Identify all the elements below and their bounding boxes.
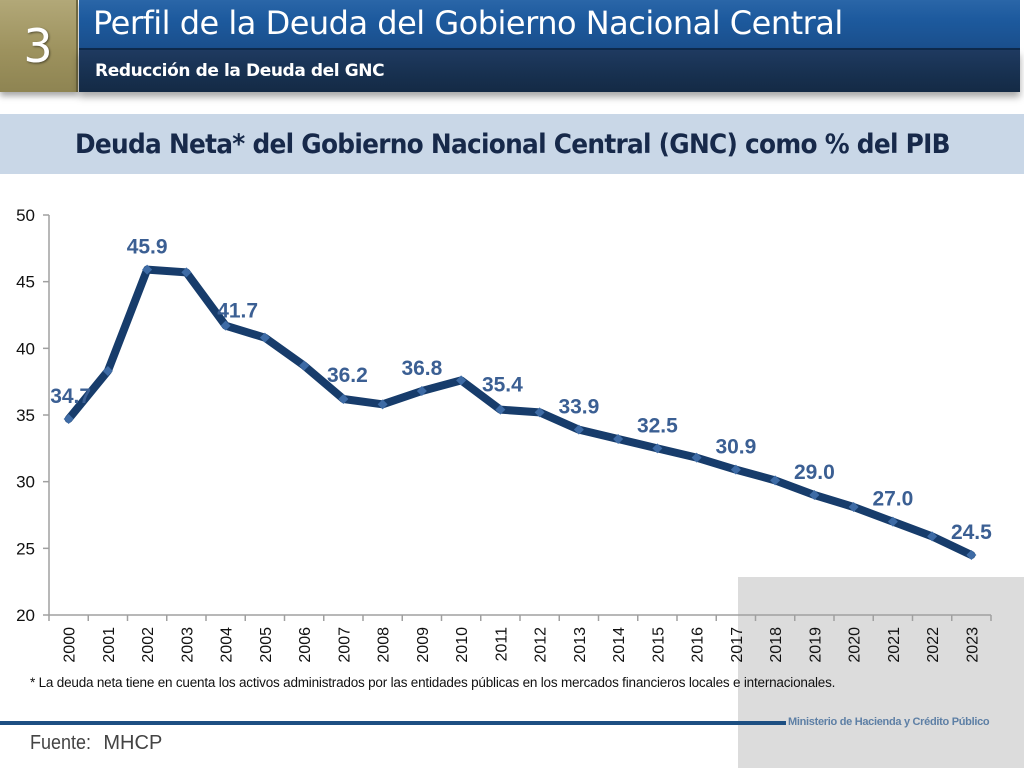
y-tick-label: 30 — [16, 473, 35, 492]
x-tick-label: 2000 — [62, 627, 79, 663]
data-label: 36.2 — [327, 364, 368, 387]
x-tick-label: 2021 — [886, 627, 903, 663]
data-labels: 34.7 45.9 41.7 36.2 36.8 35.4 33.9 32.5 30.9 29.0… — [50, 236, 992, 544]
data-point-marker — [848, 502, 859, 512]
x-tick-label: 2020 — [847, 627, 864, 663]
data-label: 30.9 — [715, 436, 756, 459]
x-tick-label: 2018 — [768, 627, 785, 663]
data-label: 29.0 — [794, 461, 835, 484]
data-label: 24.5 — [951, 521, 992, 544]
data-point-marker — [63, 414, 74, 424]
section-number-badge: 3 — [0, 0, 78, 92]
data-label: 36.8 — [401, 357, 442, 380]
x-tick-label: 2023 — [964, 627, 981, 663]
source-label: Fuente: — [30, 732, 92, 754]
data-point-marker — [456, 375, 467, 386]
data-label: 33.9 — [558, 396, 599, 419]
gray-overlay-panel — [738, 577, 1024, 768]
x-tick-label: 2009 — [415, 627, 432, 663]
x-tick-label: 2006 — [297, 627, 314, 663]
x-tick-label: 2022 — [925, 627, 942, 663]
data-point-marker — [102, 366, 113, 376]
x-axis-ticks: 2000 2001 2002 2003 2004 2005 2006 2007 2008 2009… — [48, 615, 992, 663]
data-point-marker — [573, 424, 584, 435]
data-point-marker — [887, 516, 898, 527]
x-tick-label: 2019 — [807, 627, 824, 663]
x-tick-label: 2010 — [454, 627, 471, 663]
data-point-marker — [181, 267, 192, 278]
x-tick-label: 2002 — [140, 627, 157, 663]
section-number: 3 — [23, 19, 53, 73]
page-title: Perfil de la Deuda del Gobierno Nacional… — [93, 4, 843, 42]
y-tick-label: 25 — [16, 539, 35, 558]
x-tick-label: 2013 — [572, 627, 589, 663]
x-tick-label: 2008 — [376, 627, 393, 663]
x-tick-label: 2004 — [219, 627, 236, 663]
data-label: 45.9 — [127, 236, 168, 259]
source-line: Fuente: MHCP — [30, 732, 162, 755]
data-point-marker — [613, 434, 624, 444]
y-tick-label: 20 — [16, 606, 35, 625]
data-label: 41.7 — [217, 300, 258, 323]
data-point-marker — [770, 475, 781, 486]
data-point-marker — [927, 531, 938, 542]
source-value: MHCP — [103, 732, 163, 754]
x-tick-label: 2014 — [611, 627, 628, 663]
x-tick-label: 2015 — [650, 627, 667, 663]
x-tick-label: 2001 — [101, 627, 118, 663]
y-axis-ticks: 20 25 30 35 40 45 50 — [16, 206, 49, 625]
x-tick-label: 2016 — [690, 627, 707, 663]
chart-heading-banner: Deuda Neta* del Gobierno Nacional Centra… — [0, 114, 1024, 174]
x-tick-label: 2011 — [493, 627, 510, 662]
data-point-marker — [220, 320, 231, 331]
subtitle-bar: Reducción de la Deuda del GNC — [79, 50, 1020, 92]
data-point-marker — [966, 550, 977, 560]
data-point-marker — [142, 264, 153, 275]
chart-title: Deuda Neta* del Gobierno Nacional Centra… — [74, 128, 951, 160]
data-point-marker — [495, 404, 506, 415]
x-tick-label: 2005 — [258, 627, 275, 663]
data-label: 27.0 — [872, 488, 913, 511]
data-point-marker — [691, 452, 702, 463]
data-point-marker — [377, 399, 388, 410]
data-point-marker — [259, 332, 270, 343]
series-line — [64, 265, 976, 559]
x-tick-label: 2003 — [179, 627, 196, 663]
data-label: 35.4 — [482, 374, 523, 397]
x-tick-label: 2012 — [533, 627, 550, 663]
series-markers — [63, 264, 977, 560]
ministry-logo-text: Ministerio de Hacienda y Crédito Público — [788, 716, 990, 728]
title-bar: Perfil de la Deuda del Gobierno Nacional… — [79, 0, 1020, 50]
data-point-marker — [338, 394, 349, 404]
footer-rule — [0, 721, 786, 725]
page-subtitle: Reducción de la Deuda del GNC — [95, 61, 385, 81]
data-label: 34.7 — [50, 385, 91, 408]
footnote: * La deuda neta tiene en cuenta los acti… — [30, 675, 836, 690]
y-tick-label: 35 — [16, 406, 35, 425]
x-tick-label: 2007 — [336, 627, 353, 663]
x-tick-label: 2017 — [729, 627, 746, 663]
data-point-marker — [652, 443, 663, 454]
y-tick-label: 50 — [16, 206, 35, 225]
data-point-marker — [416, 386, 427, 396]
data-point-marker — [299, 360, 310, 371]
data-label: 32.5 — [637, 414, 678, 437]
data-point-marker — [534, 407, 545, 418]
y-tick-label: 40 — [16, 339, 35, 358]
data-point-marker — [730, 464, 741, 475]
data-point-marker — [809, 490, 820, 500]
y-tick-label: 45 — [16, 273, 35, 292]
series-line-path — [64, 265, 976, 559]
